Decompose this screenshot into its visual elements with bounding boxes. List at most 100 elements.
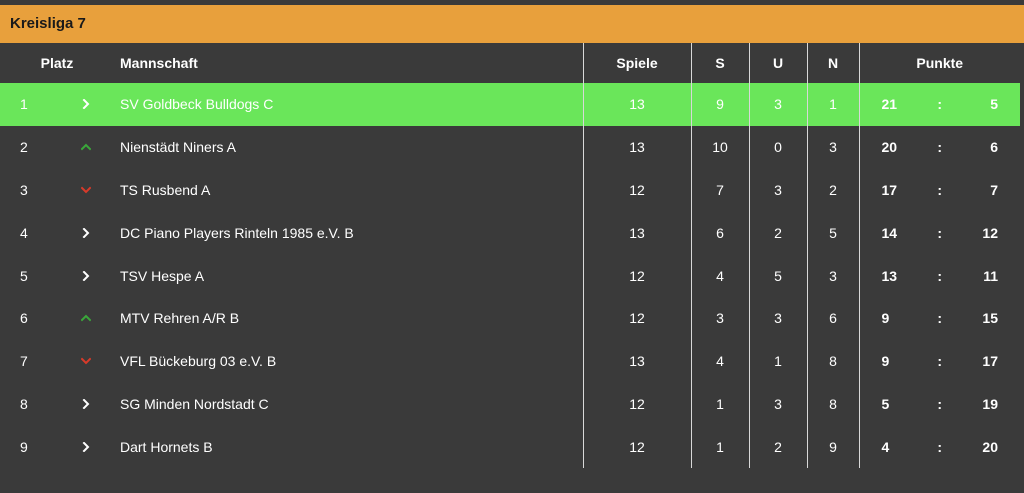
wins-cell: 7 (690, 168, 749, 212)
points-cell: 9 : 15 (858, 296, 1020, 340)
team-name[interactable]: SV Goldbeck Bulldogs C (120, 96, 274, 113)
rank-cell: 3 (20, 181, 28, 198)
games-cell: 12 (582, 382, 691, 426)
games-cell: 12 (582, 296, 691, 340)
chevron-up-icon (81, 142, 91, 152)
trend-cell (58, 297, 114, 340)
games-cell: 12 (582, 425, 691, 469)
table-row-6[interactable]: 6 MTV Rehren A/R B 12 3 3 6 9 : 15 (0, 296, 1020, 340)
losses-cell: 2 (806, 168, 859, 212)
team-name[interactable]: Nienstädt Niners A (120, 139, 236, 156)
losses-cell: 8 (806, 382, 859, 426)
rank-cell: 1 (20, 96, 28, 113)
table-row-9[interactable]: 9 Dart Hornets B 12 1 2 9 4 : 20 (0, 425, 1020, 469)
chevron-right-icon (81, 441, 91, 452)
draws-cell: 3 (748, 296, 807, 340)
table-row-8[interactable]: 8 SG Minden Nordstadt C 12 1 3 8 5 : 19 (0, 382, 1020, 426)
losses-cell: 1 (806, 83, 859, 126)
points-minus: 15 (982, 310, 998, 327)
table-row-7[interactable]: 7 VFL Bückeburg 03 e.V. B 13 4 1 8 9 : 1… (0, 339, 1020, 383)
header-points: Punkte (858, 43, 1020, 83)
draws-cell: 2 (748, 425, 807, 469)
team-name[interactable]: TS Rusbend A (120, 181, 211, 198)
rank-cell: 5 (20, 267, 28, 284)
top-strip (0, 0, 1024, 5)
league-title: Kreisliga 7 (0, 5, 1024, 43)
points-minus: 20 (982, 438, 998, 455)
chevron-right-icon (81, 99, 91, 110)
losses-cell: 6 (806, 296, 859, 340)
team-name[interactable]: SG Minden Nordstadt C (120, 395, 269, 412)
points-plus: 14 (881, 224, 898, 241)
table-row-1[interactable]: 1 SV Goldbeck Bulldogs C 13 9 3 1 21 : 5 (0, 83, 1020, 126)
table-row-4[interactable]: 4 DC Piano Players Rinteln 1985 e.V. B 1… (0, 211, 1020, 255)
team-name[interactable]: TSV Hespe A (120, 267, 205, 284)
table-body: 1 SV Goldbeck Bulldogs C 13 9 3 1 21 : 5… (0, 83, 1020, 469)
team-name[interactable]: MTV Rehren A/R B (120, 310, 240, 327)
losses-cell: 3 (806, 125, 859, 169)
points-minus: 7 (990, 181, 998, 198)
points-minus: 19 (982, 395, 998, 412)
draws-cell: 2 (748, 211, 807, 255)
points-separator: : (937, 353, 943, 370)
points-cell: 9 : 17 (858, 339, 1020, 383)
rank-cell: 7 (20, 353, 28, 370)
rank-cell: 8 (20, 395, 28, 412)
team-name[interactable]: DC Piano Players Rinteln 1985 e.V. B (120, 224, 354, 241)
table-header-row: Platz Mannschaft Spiele S U N Punkte (0, 43, 1020, 83)
table-row-2[interactable]: 2 Nienstädt Niners A 13 10 0 3 20 : 6 (0, 125, 1020, 169)
table-row-3[interactable]: 3 TS Rusbend A 12 7 3 2 17 : 7 (0, 168, 1020, 212)
points-separator: : (937, 224, 943, 241)
losses-cell: 9 (806, 425, 859, 469)
points-cell: 13 : 11 (858, 254, 1020, 297)
points-cell: 5 : 19 (858, 382, 1020, 426)
games-cell: 12 (582, 168, 691, 212)
draws-cell: 3 (748, 83, 807, 126)
wins-cell: 4 (690, 254, 749, 297)
trend-cell (58, 340, 114, 383)
chevron-up-icon (81, 313, 91, 323)
team-name[interactable]: VFL Bückeburg 03 e.V. B (120, 353, 277, 370)
header-losses: N (806, 43, 859, 83)
points-plus: 5 (881, 395, 890, 412)
trend-cell (58, 83, 114, 126)
rank-cell: 2 (20, 139, 28, 156)
points-minus: 11 (983, 267, 998, 284)
points-plus: 9 (881, 310, 890, 327)
team-name[interactable]: Dart Hornets B (120, 438, 213, 455)
wins-cell: 9 (690, 83, 749, 126)
rank-cell: 9 (20, 438, 28, 455)
points-cell: 4 : 20 (858, 425, 1020, 469)
points-cell: 21 : 5 (858, 83, 1020, 126)
draws-cell: 0 (748, 125, 807, 169)
trend-cell (58, 425, 114, 468)
games-cell: 13 (582, 125, 691, 169)
points-separator: : (937, 395, 943, 412)
draws-cell: 5 (748, 254, 807, 297)
chevron-down-icon (81, 356, 91, 366)
trend-cell (58, 126, 114, 169)
wins-cell: 1 (690, 382, 749, 426)
points-cell: 17 : 7 (858, 168, 1020, 212)
rank-cell: 4 (20, 224, 28, 241)
points-minus: 17 (982, 353, 998, 370)
points-plus: 17 (881, 181, 898, 198)
games-cell: 13 (582, 339, 691, 383)
points-separator: : (937, 438, 943, 455)
rank-cell: 6 (20, 310, 28, 327)
header-team: Mannschaft (114, 43, 583, 83)
header-wins: S (690, 43, 749, 83)
table-row-5[interactable]: 5 TSV Hespe A 12 4 5 3 13 : 11 (0, 254, 1020, 297)
points-separator: : (937, 96, 943, 113)
draws-cell: 1 (748, 339, 807, 383)
points-plus: 4 (881, 438, 890, 455)
trend-cell (58, 254, 114, 297)
wins-cell: 4 (690, 339, 749, 383)
points-plus: 20 (881, 139, 898, 156)
wins-cell: 1 (690, 425, 749, 469)
draws-cell: 3 (748, 168, 807, 212)
points-minus: 5 (990, 96, 998, 113)
chevron-right-icon (81, 270, 91, 281)
points-separator: : (937, 310, 943, 327)
header-games: Spiele (582, 43, 691, 83)
